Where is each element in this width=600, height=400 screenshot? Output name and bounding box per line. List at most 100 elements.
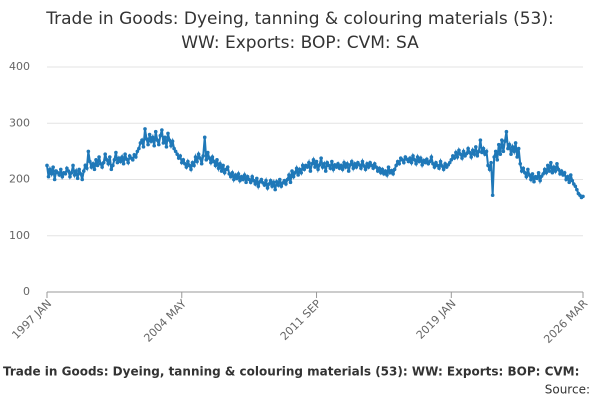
point bbox=[328, 166, 333, 171]
point bbox=[279, 184, 284, 189]
point bbox=[521, 166, 526, 171]
point bbox=[52, 177, 57, 182]
point bbox=[202, 135, 207, 140]
point bbox=[501, 149, 506, 154]
point bbox=[317, 163, 322, 167]
point bbox=[66, 169, 71, 173]
point bbox=[483, 152, 487, 156]
point bbox=[527, 173, 532, 177]
point bbox=[222, 170, 227, 175]
x-tick-label: 2011 SEP bbox=[278, 297, 324, 343]
point bbox=[487, 167, 492, 172]
point bbox=[236, 172, 241, 176]
point bbox=[567, 180, 572, 185]
point bbox=[305, 165, 310, 169]
point bbox=[553, 169, 558, 173]
point bbox=[88, 159, 92, 164]
point bbox=[241, 177, 245, 182]
point bbox=[290, 169, 294, 173]
point bbox=[75, 176, 80, 181]
point bbox=[408, 156, 412, 160]
point bbox=[117, 156, 121, 160]
point bbox=[362, 164, 366, 168]
point bbox=[57, 173, 62, 177]
point bbox=[181, 158, 186, 162]
point bbox=[323, 169, 328, 173]
footer-caption: Trade in Goods: Dyeing, tanning & colour… bbox=[3, 365, 579, 379]
point bbox=[265, 186, 270, 190]
point bbox=[339, 163, 343, 168]
point bbox=[183, 161, 187, 166]
point bbox=[141, 145, 146, 149]
x-tick-label: 2026 MAR bbox=[541, 297, 590, 346]
point bbox=[524, 174, 529, 179]
point bbox=[92, 167, 97, 172]
point bbox=[85, 166, 89, 171]
point bbox=[406, 159, 411, 164]
point bbox=[438, 159, 443, 164]
point bbox=[196, 152, 201, 156]
point bbox=[564, 177, 568, 182]
point bbox=[71, 163, 75, 168]
point bbox=[377, 166, 382, 171]
point bbox=[302, 167, 307, 172]
point bbox=[530, 172, 535, 176]
point bbox=[225, 165, 230, 169]
point bbox=[379, 170, 383, 175]
point bbox=[389, 168, 394, 173]
point bbox=[549, 160, 553, 165]
point bbox=[547, 169, 552, 173]
point bbox=[434, 160, 438, 165]
point bbox=[308, 169, 313, 173]
point bbox=[72, 173, 77, 177]
point bbox=[424, 157, 429, 162]
point bbox=[440, 164, 444, 168]
point bbox=[330, 159, 334, 164]
point bbox=[477, 149, 481, 154]
point bbox=[121, 161, 126, 166]
point bbox=[144, 137, 149, 141]
point bbox=[149, 139, 153, 144]
point bbox=[346, 169, 351, 173]
point bbox=[349, 159, 354, 164]
point bbox=[98, 161, 103, 166]
point bbox=[167, 138, 172, 142]
point bbox=[232, 177, 236, 182]
point bbox=[63, 172, 68, 176]
point bbox=[140, 138, 144, 142]
point bbox=[163, 135, 167, 140]
point bbox=[111, 163, 115, 168]
point bbox=[100, 165, 104, 169]
point bbox=[49, 172, 54, 176]
point bbox=[169, 143, 173, 148]
point bbox=[259, 177, 264, 182]
point bbox=[510, 145, 515, 149]
point bbox=[472, 152, 477, 156]
point bbox=[103, 152, 107, 156]
point bbox=[513, 141, 518, 145]
point bbox=[156, 142, 161, 147]
point bbox=[369, 163, 374, 168]
point bbox=[60, 174, 65, 179]
point bbox=[130, 158, 135, 162]
point bbox=[227, 172, 232, 176]
point bbox=[556, 167, 561, 172]
x-tick-label: 2019 JAN bbox=[414, 297, 459, 342]
point bbox=[95, 163, 100, 168]
point bbox=[570, 178, 575, 183]
point bbox=[175, 152, 179, 156]
point bbox=[383, 169, 388, 173]
point bbox=[78, 172, 83, 176]
point bbox=[311, 158, 316, 162]
point bbox=[382, 172, 386, 176]
point bbox=[245, 174, 250, 179]
point bbox=[118, 159, 123, 164]
point bbox=[371, 166, 375, 171]
point bbox=[562, 170, 567, 175]
point bbox=[529, 177, 533, 182]
point bbox=[441, 167, 446, 172]
point bbox=[173, 149, 178, 154]
point bbox=[385, 173, 389, 177]
point bbox=[380, 167, 385, 172]
